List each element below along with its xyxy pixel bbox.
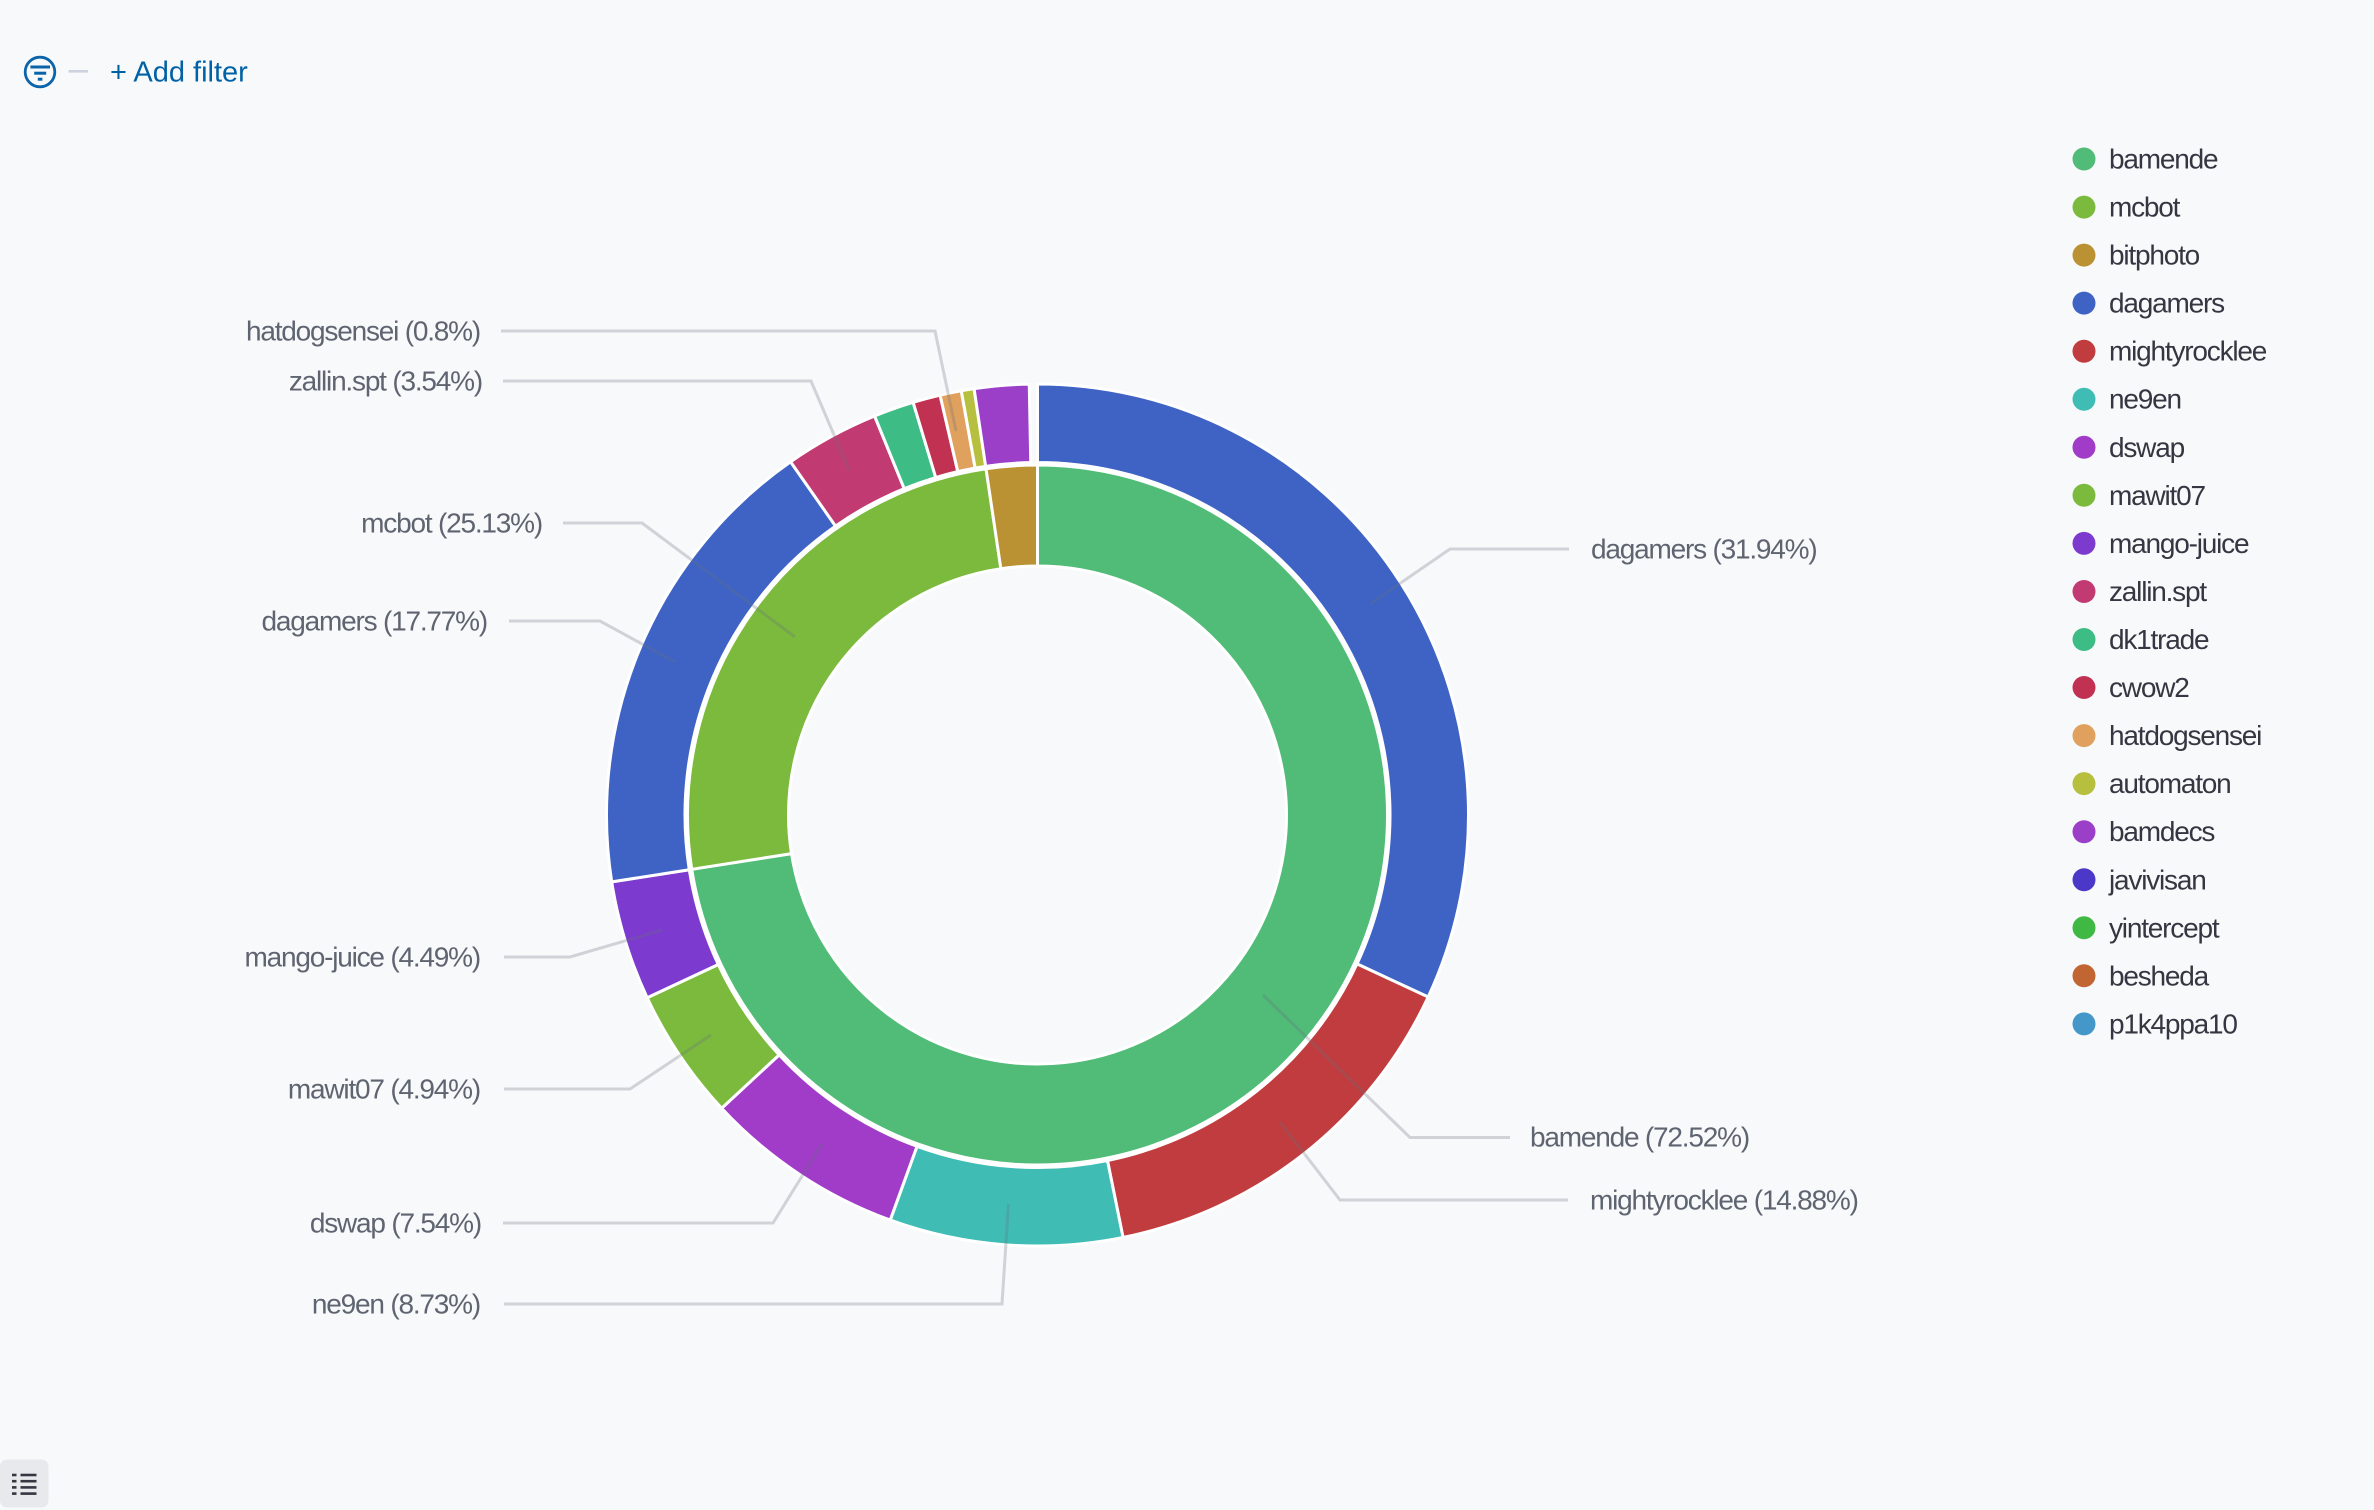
svg-text:ne9en: ne9en	[2109, 384, 2181, 415]
svg-text:bamdecs: bamdecs	[2109, 816, 2214, 847]
svg-text:mcbot (25.13%): mcbot (25.13%)	[361, 508, 542, 539]
svg-text:bamende: bamende	[2109, 144, 2218, 175]
svg-text:mightyrocklee (14.88%): mightyrocklee (14.88%)	[1590, 1185, 1858, 1216]
svg-text:besheda: besheda	[2109, 960, 2210, 991]
svg-text:dk1trade: dk1trade	[2109, 624, 2209, 655]
svg-text:mawit07 (4.94%): mawit07 (4.94%)	[288, 1074, 480, 1105]
svg-text:dagamers: dagamers	[2109, 288, 2224, 319]
svg-text:hatdogsensei (0.8%): hatdogsensei (0.8%)	[246, 316, 480, 347]
svg-text:dswap (7.54%): dswap (7.54%)	[310, 1208, 481, 1239]
svg-text:+ Add filter: + Add filter	[110, 57, 248, 89]
svg-text:zallin.spt: zallin.spt	[2109, 576, 2207, 607]
svg-text:automaton: automaton	[2109, 768, 2231, 799]
svg-text:mawit07: mawit07	[2109, 480, 2205, 511]
svg-text:cwow2: cwow2	[2109, 672, 2189, 703]
svg-text:mango-juice: mango-juice	[2109, 528, 2249, 559]
svg-text:mango-juice (4.49%): mango-juice (4.49%)	[244, 942, 480, 973]
svg-text:zallin.spt (3.54%): zallin.spt (3.54%)	[289, 366, 482, 397]
svg-text:dagamers (31.94%): dagamers (31.94%)	[1591, 534, 1817, 565]
svg-text:yintercept: yintercept	[2109, 912, 2220, 943]
svg-text:javivisan: javivisan	[2108, 864, 2206, 895]
svg-text:hatdogsensei: hatdogsensei	[2109, 720, 2261, 751]
svg-text:mightyrocklee: mightyrocklee	[2109, 336, 2267, 367]
svg-text:dagamers (17.77%): dagamers (17.77%)	[261, 606, 487, 637]
svg-text:ne9en (8.73%): ne9en (8.73%)	[312, 1289, 480, 1320]
svg-text:mcbot: mcbot	[2109, 192, 2181, 223]
svg-text:bamende (72.52%): bamende (72.52%)	[1530, 1122, 1749, 1153]
svg-text:dswap: dswap	[2109, 432, 2185, 463]
svg-text:bitphoto: bitphoto	[2109, 240, 2200, 271]
svg-text:p1k4ppa10: p1k4ppa10	[2109, 1008, 2237, 1039]
